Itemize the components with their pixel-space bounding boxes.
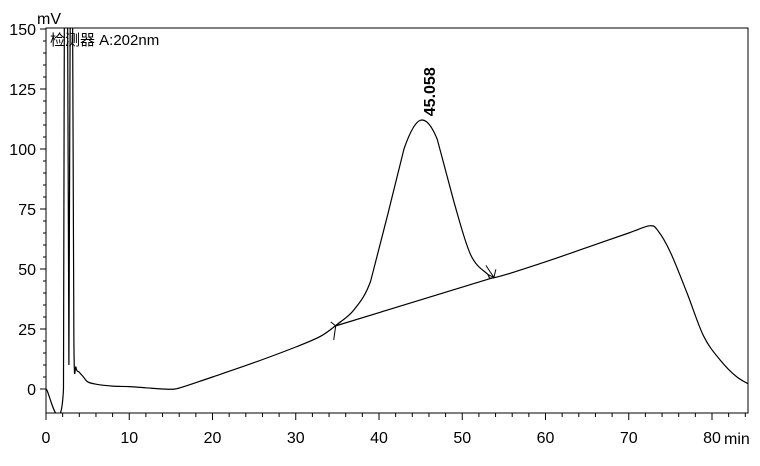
y-tick-label: 0 xyxy=(27,382,36,399)
y-tick-label: 100 xyxy=(9,142,36,159)
y-axis: 0 25 50 75 100 125 150 xyxy=(9,22,46,399)
peak-label: 45.058 xyxy=(422,67,439,116)
x-unit-label: min xyxy=(724,431,750,448)
signal-series xyxy=(46,0,754,416)
y-tick-label: 50 xyxy=(18,262,36,279)
x-tick-label: 10 xyxy=(120,430,138,447)
peak-annotations: 45.058 xyxy=(331,67,496,340)
x-tick-label: 80 xyxy=(703,430,721,447)
y-tick-label: 25 xyxy=(18,322,36,339)
y-tick-label: 125 xyxy=(9,82,36,99)
signal-line xyxy=(46,0,754,416)
y-unit-label: mV xyxy=(37,11,61,28)
x-tick-label: 60 xyxy=(537,430,555,447)
y-tick-label: 75 xyxy=(18,202,36,219)
plot-border xyxy=(46,28,748,413)
y-tick-label: 150 xyxy=(9,22,36,39)
detector-label: 检测器 A:202nm xyxy=(50,32,159,49)
peak-end-marker xyxy=(486,265,496,277)
x-tick-label: 0 xyxy=(42,430,51,447)
plot-frame xyxy=(46,28,748,413)
x-tick-label: 40 xyxy=(370,430,388,447)
x-tick-label: 20 xyxy=(204,430,222,447)
x-tick-label: 70 xyxy=(620,430,638,447)
x-tick-label: 50 xyxy=(453,430,471,447)
x-tick-label: 30 xyxy=(287,430,305,447)
x-axis: 0 10 20 30 40 50 60 70 80 xyxy=(42,413,746,447)
